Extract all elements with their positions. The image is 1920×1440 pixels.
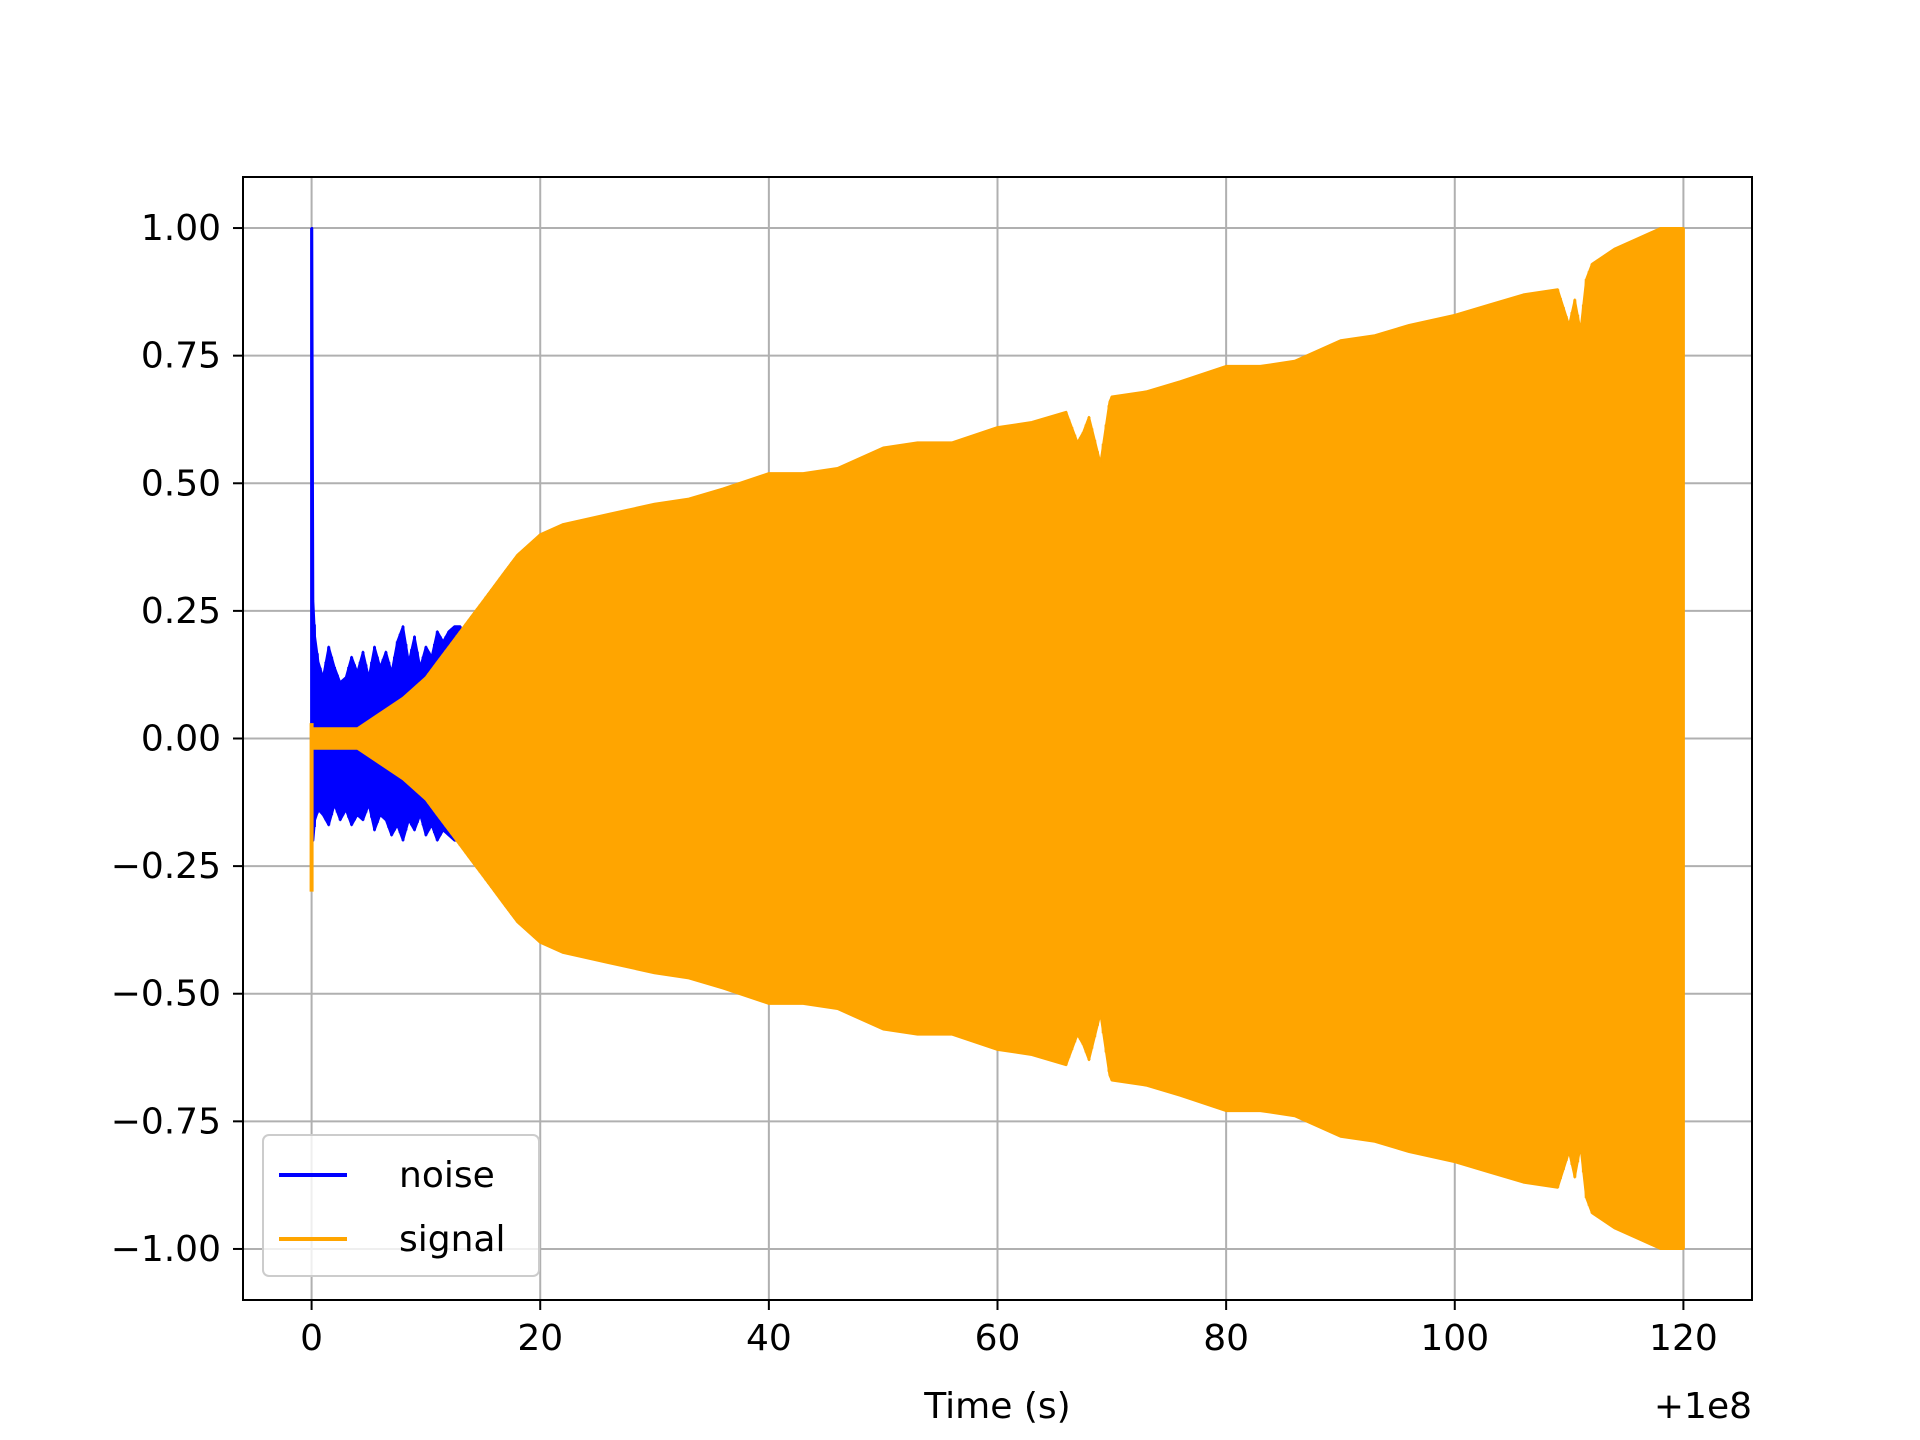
y-tick-label: −0.25 bbox=[111, 846, 221, 887]
x-tick-label: 80 bbox=[1203, 1318, 1249, 1359]
x-tick-label: 40 bbox=[746, 1318, 792, 1359]
y-tick-label: 1.00 bbox=[141, 208, 221, 249]
legend-label-noise: noise bbox=[399, 1155, 495, 1196]
x-tick-label: 0 bbox=[300, 1318, 323, 1359]
y-tick-label: 0.75 bbox=[141, 336, 221, 377]
y-tick-label: 0.50 bbox=[141, 463, 221, 504]
y-axis: 1.00 0.75 0.50 0.25 0.00 −0.25 −0.50 −0.75 −1.00 bbox=[111, 208, 243, 1270]
x-axis-offset-label: +1e8 bbox=[1654, 1386, 1752, 1427]
series-layer bbox=[309, 227, 1685, 1250]
x-tick-label: 60 bbox=[975, 1318, 1021, 1359]
x-axis: 0 20 40 60 80 100 120 bbox=[300, 1300, 1718, 1359]
legend: noise signal bbox=[262, 1134, 540, 1277]
x-tick-label: 20 bbox=[517, 1318, 563, 1359]
series-signal bbox=[309, 227, 1685, 1250]
y-tick-label: −1.00 bbox=[111, 1229, 221, 1270]
y-tick-label: −0.75 bbox=[111, 1101, 221, 1142]
y-tick-label: −0.50 bbox=[111, 974, 221, 1015]
y-tick-label: 0.25 bbox=[141, 591, 221, 632]
y-tick-label: 0.00 bbox=[141, 719, 221, 760]
legend-label-signal: signal bbox=[399, 1219, 506, 1260]
x-tick-label: 100 bbox=[1420, 1318, 1489, 1359]
x-axis-label: Time (s) bbox=[923, 1386, 1070, 1427]
x-tick-label: 120 bbox=[1649, 1318, 1718, 1359]
